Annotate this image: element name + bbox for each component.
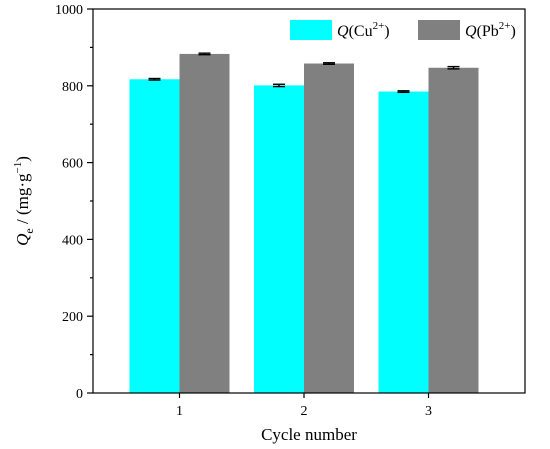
x-tick-label-2: 2 — [301, 404, 308, 419]
y-tick-label-800: 800 — [62, 80, 83, 95]
y-tick-label-600: 600 — [62, 157, 83, 172]
bar-cu-cycle-3 — [378, 91, 429, 393]
ticks-layer: 1 2 3 0 200 400 600 800 1000 — [55, 3, 432, 419]
legend-swatch-pb — [418, 20, 460, 40]
bar-pb-cycle-1 — [179, 53, 230, 393]
error-bar-pb-cycle-1 — [198, 52, 211, 56]
bar-cu-cycle-1 — [129, 79, 180, 393]
y-tick-label-0: 0 — [76, 387, 83, 402]
bar-pb-cycle-3 — [428, 67, 479, 393]
bars-layer — [129, 53, 479, 393]
bar-cu-cycle-2 — [254, 85, 304, 393]
legend: Q(Cu2+) Q(Pb2+) — [290, 20, 516, 40]
y-tick-label-400: 400 — [62, 233, 83, 248]
legend-label-pb: Q(Pb2+) — [465, 20, 516, 40]
x-axis-label: Cycle number — [261, 425, 357, 444]
y-tick-label-1000: 1000 — [55, 3, 83, 18]
error-bar-pb-cycle-3 — [447, 65, 460, 70]
x-tick-label-1: 1 — [176, 404, 183, 419]
error-bar-cu-cycle-3 — [397, 90, 410, 94]
y-tick-label-200: 200 — [62, 310, 83, 325]
error-bar-cu-cycle-2 — [273, 83, 285, 88]
y-axis-label: Qe / (mg·g−1) — [12, 156, 36, 246]
error-bar-pb-cycle-2 — [323, 62, 335, 65]
legend-swatch-cu — [290, 20, 332, 40]
error-bar-cu-cycle-1 — [148, 77, 161, 81]
x-tick-label-3: 3 — [425, 404, 432, 419]
legend-label-cu: Q(Cu2+) — [337, 20, 390, 40]
bar-pb-cycle-2 — [304, 63, 354, 393]
error-bars-layer — [148, 52, 460, 94]
